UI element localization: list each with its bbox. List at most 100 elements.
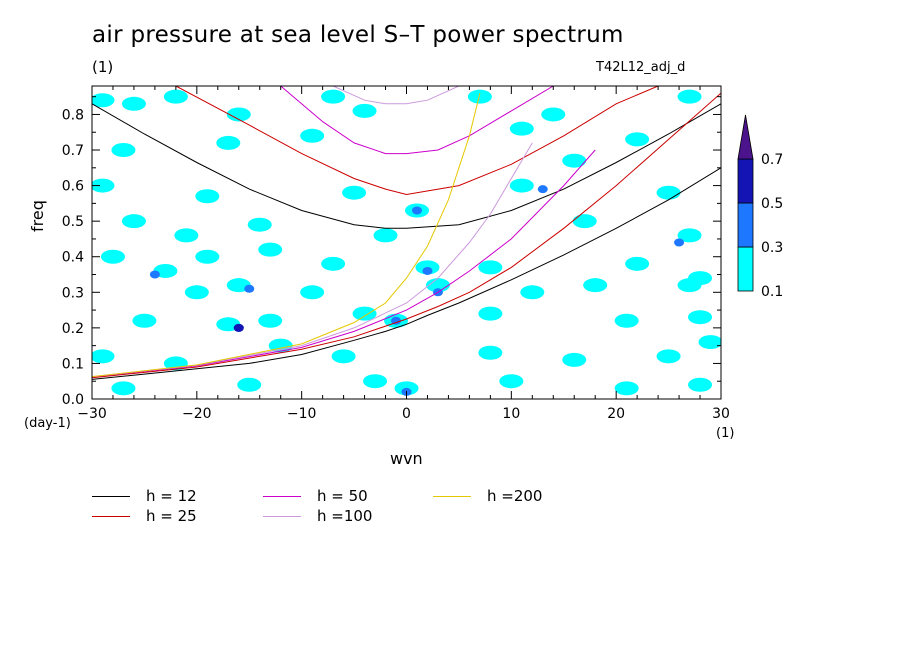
contour-blob bbox=[352, 103, 377, 118]
x-tick-label: 0 bbox=[402, 406, 411, 422]
dispersion-curve bbox=[92, 103, 721, 229]
dispersion-curves bbox=[92, 86, 721, 380]
contour-blob bbox=[331, 349, 356, 364]
contour-blob bbox=[614, 381, 639, 396]
contour-blob bbox=[541, 107, 566, 122]
contour-blob bbox=[625, 256, 650, 271]
x-axis-unit: (1) bbox=[716, 426, 735, 441]
contour-blob bbox=[562, 153, 587, 168]
legend-item-h50: h = 50 bbox=[263, 486, 368, 506]
plot-frame bbox=[91, 85, 722, 400]
contour-blob bbox=[237, 377, 262, 392]
colorbar-label: 0.1 bbox=[761, 284, 783, 300]
x-axis-label: wvn bbox=[390, 449, 423, 468]
contour-blob bbox=[572, 214, 597, 229]
contour-blob bbox=[233, 323, 244, 332]
contour-blob bbox=[352, 306, 377, 321]
contour-blob bbox=[391, 316, 402, 325]
contour-blob bbox=[677, 278, 702, 293]
legend-swatch bbox=[92, 515, 130, 517]
contour-blob bbox=[111, 143, 136, 158]
colorbar-segment bbox=[737, 158, 754, 204]
contour-blob bbox=[373, 228, 398, 243]
contour-blob bbox=[321, 256, 346, 271]
legend-swatch bbox=[263, 515, 301, 517]
colorbar: 0.1 0.3 0.5 0.7 bbox=[737, 114, 783, 300]
contour-blob bbox=[121, 96, 146, 111]
contour-blob bbox=[132, 313, 157, 328]
contour-blob bbox=[422, 266, 433, 275]
y-tick-label: 0.5 bbox=[62, 214, 84, 230]
legend-swatch bbox=[92, 495, 130, 497]
dispersion-curve bbox=[332, 86, 460, 105]
contour-blob bbox=[258, 242, 283, 257]
contour-blob bbox=[674, 238, 685, 247]
colorbar-label: 0.5 bbox=[761, 196, 783, 212]
y-tick-label: 0.1 bbox=[62, 356, 84, 372]
chart-units: (1) bbox=[92, 58, 114, 76]
dispersion-curve bbox=[92, 142, 533, 378]
y-tick-label: 0.7 bbox=[62, 143, 84, 159]
x-tick-label: 20 bbox=[607, 406, 625, 422]
contour-blob bbox=[121, 214, 146, 229]
contour-blob bbox=[698, 335, 721, 350]
contour-blob bbox=[411, 206, 422, 215]
contour-blob bbox=[163, 89, 188, 104]
contour-blob bbox=[268, 338, 293, 353]
contour-blob bbox=[509, 178, 534, 193]
legend-label: h = 25 bbox=[146, 507, 197, 525]
x-tick-label: −30 bbox=[77, 406, 107, 422]
colorbar-label: 0.3 bbox=[761, 240, 783, 256]
contour-blob bbox=[342, 185, 367, 200]
contour-blob bbox=[111, 381, 136, 396]
contour-blob bbox=[149, 270, 160, 279]
dispersion-curve bbox=[175, 86, 659, 196]
y-axis-unit: (day-1) bbox=[24, 416, 71, 431]
colorbar-segment bbox=[737, 246, 754, 292]
contour-blob bbox=[656, 185, 681, 200]
contour-blob bbox=[92, 349, 115, 364]
legend-label: h = 50 bbox=[317, 487, 368, 505]
x-tick-label: 30 bbox=[712, 406, 730, 422]
contour-blob bbox=[520, 285, 545, 300]
legend-swatch bbox=[433, 495, 471, 497]
contour-blob bbox=[174, 228, 199, 243]
contour-blob bbox=[478, 345, 503, 360]
x-tick-label: 10 bbox=[502, 406, 520, 422]
colorbar-segment bbox=[737, 202, 754, 248]
contour-blob bbox=[195, 189, 220, 204]
contour-blob bbox=[184, 285, 209, 300]
contour-blob bbox=[300, 285, 325, 300]
contour-blob bbox=[100, 249, 125, 264]
y-tick-label: 0.6 bbox=[62, 179, 84, 195]
x-tick-label: −20 bbox=[182, 406, 212, 422]
contour-blob bbox=[688, 377, 713, 392]
colorbar-label: 0.7 bbox=[761, 152, 783, 168]
contour-blob bbox=[499, 374, 524, 389]
chart-title: air pressure at sea level S–T power spec… bbox=[92, 22, 624, 48]
legend-label: h =200 bbox=[487, 487, 543, 505]
contour-blob bbox=[216, 135, 241, 150]
dispersion-curve bbox=[92, 92, 721, 379]
y-tick-label: 0.0 bbox=[62, 392, 84, 408]
legend-item-h25: h = 25 bbox=[92, 506, 197, 526]
contour-blob bbox=[562, 352, 587, 367]
contour-blob bbox=[244, 284, 255, 293]
y-tick-label: 0.2 bbox=[62, 321, 84, 337]
colorbar-extend-arrow bbox=[737, 114, 754, 160]
y-tick-label: 0.4 bbox=[62, 250, 84, 266]
contour-blob bbox=[625, 132, 650, 147]
x-tick-label: −10 bbox=[287, 406, 317, 422]
contour-blob bbox=[478, 306, 503, 321]
contour-blob bbox=[677, 228, 702, 243]
contour-blob bbox=[656, 349, 681, 364]
legend-item-h100: h =100 bbox=[263, 506, 372, 526]
contour-blob bbox=[509, 121, 534, 136]
contour-blob bbox=[467, 89, 492, 104]
contour-blob bbox=[195, 249, 220, 264]
contour-blob bbox=[258, 313, 283, 328]
axes: −30 −20 −10 0 10 20 30 0.0 0.1 0.2 0.3 0.4 0.5 0.6 0.7… bbox=[62, 86, 730, 422]
dispersion-curve bbox=[280, 86, 554, 155]
contour-blob bbox=[321, 89, 346, 104]
